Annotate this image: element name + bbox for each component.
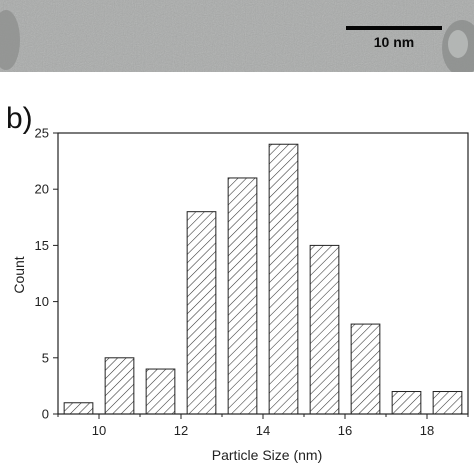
bars-group [63, 143, 463, 415]
panel-label: b) [6, 102, 33, 135]
x-axis-title: Particle Size (nm) [212, 447, 322, 463]
tem-image-strip: 10 nm [0, 0, 474, 72]
bar [309, 244, 340, 415]
y-tick-label: 15 [35, 238, 49, 253]
bar [432, 391, 463, 415]
y-tick-label: 25 [35, 126, 49, 141]
x-tick-label: 18 [420, 423, 434, 438]
y-tick-label: 0 [42, 407, 49, 422]
y-tick-label: 10 [35, 294, 49, 309]
tem-texture [0, 0, 474, 72]
y-tick-label: 5 [42, 350, 49, 365]
y-axis-title: Count [11, 256, 27, 293]
x-tick-label: 14 [256, 423, 270, 438]
y-tick-label: 20 [35, 182, 49, 197]
bar [145, 368, 176, 415]
x-tick-label: 12 [174, 423, 188, 438]
axes-group: 10 12 14 16 18 0 5 10 15 20 25 [35, 126, 469, 438]
bar [104, 357, 135, 415]
scale-bar-label: 10 nm [373, 34, 415, 50]
bar [350, 323, 381, 415]
bar [227, 177, 258, 415]
scale-bar [346, 26, 442, 30]
bar [268, 143, 299, 415]
bar [391, 391, 422, 415]
bar [186, 211, 217, 415]
bar [63, 402, 94, 415]
x-tick-label: 16 [338, 423, 352, 438]
x-tick-label: 10 [92, 423, 106, 438]
